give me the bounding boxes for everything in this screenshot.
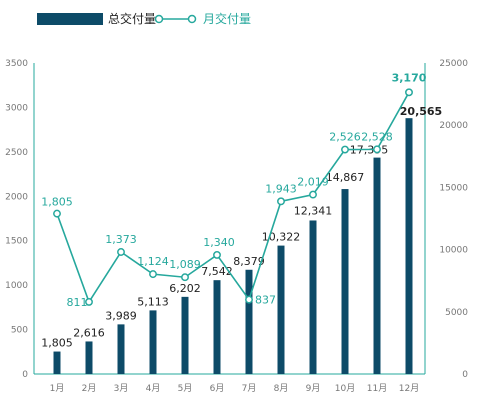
bar-1 (85, 341, 93, 374)
left-axis-tick-7: 3500 (5, 59, 28, 69)
line-path (56, 91, 410, 304)
line-point-8 (309, 190, 317, 199)
bar-value-label-5: 7,542 (201, 265, 233, 278)
bar-3 (149, 310, 157, 374)
left-axis-tick-5: 2500 (5, 148, 28, 158)
bar-value-label-4: 6,202 (169, 282, 201, 295)
left-axis-tick-4: 2000 (5, 192, 28, 202)
x-tick-4: 5月 (178, 383, 193, 394)
line-value-label-4: 1,089 (169, 258, 201, 271)
legend-line-marker-right (187, 14, 197, 24)
right-axis-tick-3: 15000 (439, 183, 468, 193)
legend-bar-swatch (37, 13, 103, 25)
x-tick-9: 10月 (335, 383, 355, 394)
legend: 总交付量 月交付量 (37, 11, 251, 26)
bar-4 (181, 296, 189, 374)
line-point-11 (405, 88, 413, 97)
bar-10 (373, 157, 381, 374)
left-axis-tick-3: 1500 (5, 237, 28, 247)
line-point-4 (181, 273, 189, 282)
x-tick-2: 3月 (114, 383, 129, 394)
x-axis-ticks: 1月 2月 3月 4月 5月 6月 7月 8月 9月 10月 11月 12月 (50, 383, 420, 394)
bar-9 (341, 189, 349, 374)
line-point-10 (373, 145, 381, 154)
bar-value-label-9: 14,867 (326, 171, 365, 184)
x-tick-3: 4月 (146, 383, 161, 394)
axes: 0 500 1000 1500 2000 2500 3000 3500 0 5000 10000 15… (5, 59, 468, 380)
line-point-3 (149, 270, 157, 279)
line-value-label-5: 1,340 (203, 236, 235, 249)
line-point-7 (277, 197, 285, 206)
x-tick-0: 1月 (50, 383, 65, 394)
legend-bar-label: 总交付量 (108, 11, 156, 26)
left-axis-tick-1: 500 (11, 326, 28, 336)
line-value-label-6: 837 (255, 294, 276, 307)
x-tick-6: 7月 (242, 383, 257, 394)
legend-line-label: 月交付量 (203, 11, 251, 26)
line-value-label-8: 2,019 (297, 176, 329, 189)
line-point-6 (245, 295, 253, 304)
x-tick-1: 2月 (82, 383, 97, 394)
bar-0 (53, 351, 61, 374)
line-value-label-1: 811 (67, 296, 88, 309)
left-axis-tick-6: 3000 (5, 103, 28, 113)
bar-value-label-0: 1,805 (41, 337, 73, 350)
right-axis-tick-0: 0 (462, 370, 468, 380)
x-tick-10: 11月 (367, 383, 387, 394)
line-point-5 (213, 250, 221, 259)
line-point-9 (341, 145, 349, 154)
line-value-label-7: 1,943 (265, 182, 297, 195)
line-value-label-10: 2,528 (361, 130, 393, 143)
line-value-label-11: 3,170 (392, 71, 427, 84)
bar-value-label-1: 2,616 (73, 326, 105, 339)
line-point-0 (53, 209, 61, 218)
right-axis-tick-1: 5000 (445, 308, 468, 318)
bar-value-label-3: 5,113 (137, 295, 169, 308)
bar-8 (309, 220, 317, 374)
left-axis-tick-2: 1000 (5, 281, 28, 291)
line-point-2 (117, 248, 125, 256)
bar-value-label-6: 8,379 (233, 255, 265, 268)
x-tick-11: 12月 (399, 383, 419, 394)
bar-value-label-11: 20,565 (400, 105, 442, 118)
line-point-1 (85, 297, 93, 306)
x-tick-5: 6月 (210, 383, 225, 394)
bar-5 (213, 280, 221, 374)
bar-value-label-8: 12,341 (294, 204, 333, 217)
bar-2 (117, 324, 125, 374)
line-value-label-3: 1,124 (137, 255, 169, 268)
line-value-label-0: 1,805 (41, 196, 73, 209)
left-axis-tick-0: 0 (22, 370, 28, 380)
bar-series: 1,8052,6163,9895,1136,2027,5428,37910,32… (41, 105, 442, 374)
bar-value-label-2: 3,989 (105, 309, 137, 322)
line-value-label-9: 2,526 (329, 131, 361, 144)
bar-11 (405, 118, 413, 374)
right-axis-tick-2: 10000 (439, 246, 468, 256)
line-value-label-2: 1,373 (105, 233, 137, 246)
bar-7 (277, 245, 285, 374)
bar-6 (245, 269, 253, 374)
right-axis-tick-5: 25000 (439, 59, 468, 69)
x-tick-7: 8月 (274, 383, 289, 394)
legend-line-marker-left (154, 14, 164, 24)
x-tick-8: 9月 (306, 383, 321, 394)
bar-value-label-7: 10,322 (262, 231, 301, 244)
right-axis-tick-4: 20000 (439, 121, 468, 131)
